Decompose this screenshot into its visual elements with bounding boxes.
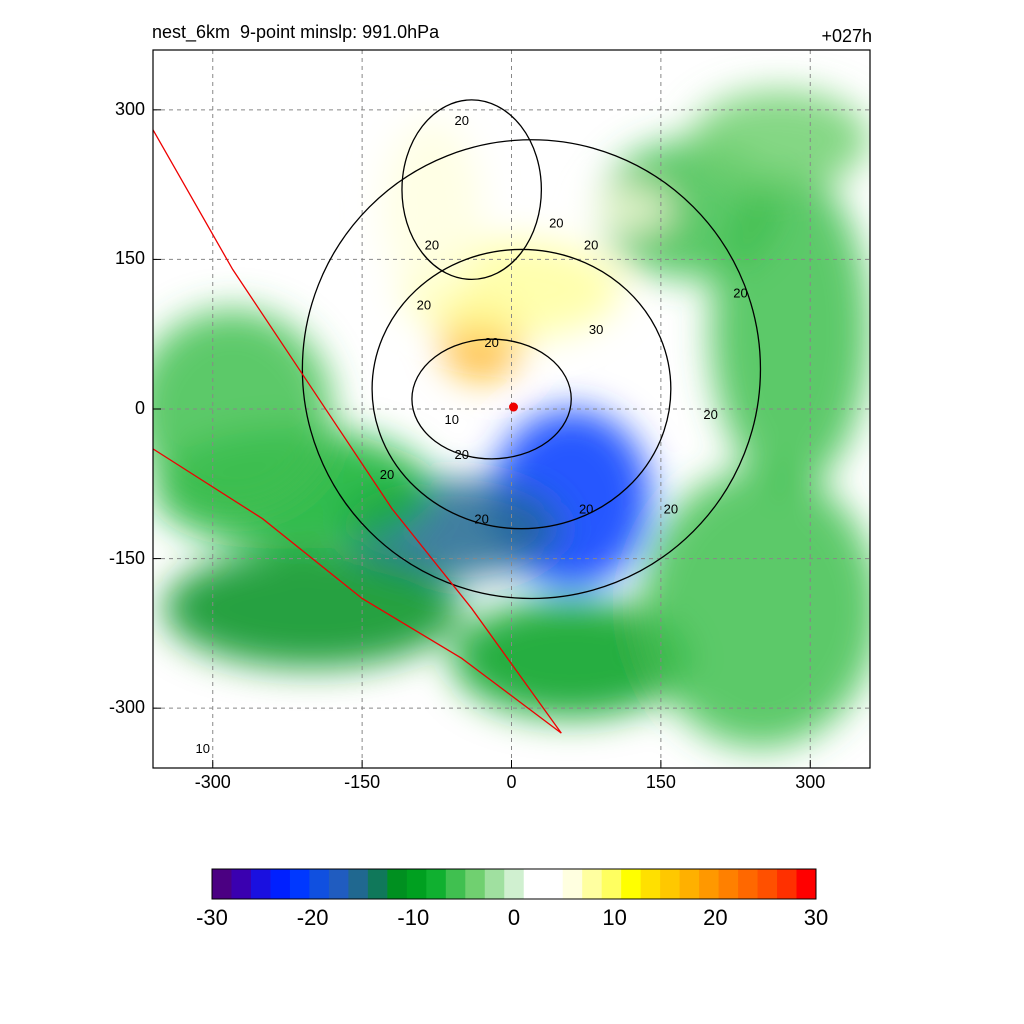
chart-title: nest_6km 9-point minslp: 991.0hPa <box>152 22 440 42</box>
y-tick-label-2: 0 <box>134 398 145 418</box>
colorbar-swatch-20 <box>601 869 622 899</box>
colorbar-swatch-26 <box>718 869 739 899</box>
colorbar-tick-label-3: 0 <box>507 905 521 930</box>
contour-label-9: 10 <box>445 412 459 427</box>
colorbar-swatch-24 <box>679 869 700 899</box>
storm-center-marker <box>508 402 518 412</box>
colorbar-swatch-6 <box>328 869 349 899</box>
contour-label-12: 20 <box>474 512 488 527</box>
contour-label-3: 20 <box>425 237 439 252</box>
precip-field <box>153 89 870 749</box>
track-line-lower <box>153 448 562 734</box>
field-blob-12 <box>382 119 482 300</box>
storm-track <box>153 129 562 734</box>
field-blob-6 <box>640 468 870 749</box>
colorbar-tick-label-6: 30 <box>803 905 829 930</box>
colorbar-swatch-4 <box>289 869 310 899</box>
field-blob-9 <box>690 89 870 190</box>
x-tick-label-1: -150 <box>344 772 381 792</box>
colorbar-swatch-22 <box>640 869 661 899</box>
colorbar-swatch-16 <box>523 869 544 899</box>
colorbar-swatch-23 <box>660 869 681 899</box>
colorbar-tick-label-0: -30 <box>196 905 228 930</box>
colorbar-swatch-3 <box>270 869 291 899</box>
colorbar-tick-label-4: 10 <box>602 905 627 930</box>
contour-lines <box>301 99 762 600</box>
colorbar-swatch-12 <box>445 869 466 899</box>
colorbar-swatch-0 <box>212 869 232 899</box>
colorbar-swatch-13 <box>465 869 486 899</box>
contour-label-7: 20 <box>733 285 747 300</box>
colorbar-frame <box>211 868 817 900</box>
field-blob-2 <box>162 548 462 669</box>
colorbar-swatch-14 <box>484 869 505 899</box>
colorbar-swatch-7 <box>348 869 369 899</box>
colorbar-swatch-21 <box>621 869 642 899</box>
contour-label-10: 20 <box>454 447 468 462</box>
colorbar-swatch-29 <box>777 869 798 899</box>
contour-2 <box>301 139 762 600</box>
y-tick-label-4: -300 <box>108 697 145 718</box>
colorbar-swatch-27 <box>738 869 759 899</box>
colorbar-swatch-19 <box>582 869 603 899</box>
x-tick-label-0: -300 <box>194 772 231 792</box>
field-blob-13 <box>591 189 671 230</box>
colorbar-swatch-15 <box>504 869 525 899</box>
contour-label-6: 30 <box>589 322 603 337</box>
colorbar-swatch-9 <box>387 869 408 899</box>
contour-label-13: 20 <box>579 502 593 517</box>
contour-3 <box>401 99 543 281</box>
contour-label-2: 20 <box>584 237 598 252</box>
colorbar-swatch-17 <box>543 869 564 899</box>
colorbar-swatch-30 <box>796 869 817 899</box>
track-line-upper <box>153 129 562 734</box>
colorbar-tick-label-1: -20 <box>296 905 329 930</box>
contour-1 <box>371 248 672 530</box>
contour-label-11: 20 <box>380 467 394 482</box>
contour-label-1: 20 <box>549 216 563 231</box>
y-tick-label-3: -150 <box>108 547 145 568</box>
x-tick-label-2: 0 <box>506 772 517 792</box>
contour-label-8: 20 <box>703 407 717 422</box>
colorbar-swatch-8 <box>367 869 388 899</box>
contour-label-14: 20 <box>664 502 678 517</box>
colorbar-swatch-11 <box>426 869 447 899</box>
colorbar-swatch-28 <box>757 869 778 899</box>
contour-label-4: 20 <box>417 297 431 312</box>
contour-0 <box>411 338 572 460</box>
colorbar-swatch-5 <box>309 869 330 899</box>
colorbar-swatch-18 <box>562 869 583 899</box>
colorbar-swatch-2 <box>250 869 271 899</box>
contour-label-15: 10 <box>196 741 210 756</box>
y-tick-label-1: 150 <box>114 248 145 269</box>
contour-labels: 20 20 20 20 20 20 30 20 20 10 20 20 20 20 20 10 <box>196 113 748 756</box>
colorbar-swatch-25 <box>699 869 720 899</box>
x-tick-label-3: 150 <box>645 772 676 792</box>
colorbar-swatch-10 <box>406 869 427 899</box>
y-tick-label-0: 300 <box>114 98 145 119</box>
colorbar-tick-label-5: 20 <box>703 905 728 930</box>
axis-ticks <box>153 109 811 768</box>
x-tick-label-4: 300 <box>795 772 826 792</box>
contour-label-5: 20 <box>484 335 498 350</box>
colorbar-tick-label-2: -10 <box>397 905 430 930</box>
forecast-hour-label: +027h <box>821 26 872 46</box>
colorbar <box>211 868 817 900</box>
contour-label-0: 20 <box>454 113 468 128</box>
colorbar-swatch-1 <box>231 869 252 899</box>
